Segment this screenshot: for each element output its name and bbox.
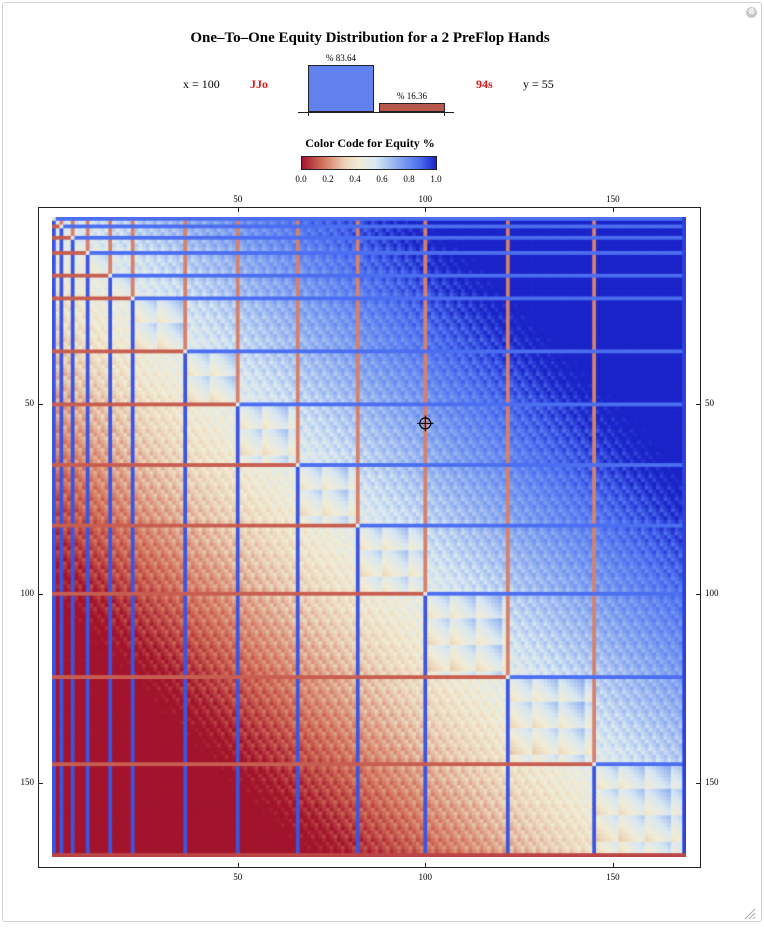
legend-title: Color Code for Equity % [305, 136, 435, 150]
equity-baseline [298, 112, 454, 113]
x-tick-mark [237, 863, 239, 868]
hand-x-label: JJo [250, 77, 268, 91]
y-tick-mark [38, 783, 43, 785]
y-tick-label-left: 50 [25, 398, 34, 409]
x-tick-mark [612, 863, 614, 868]
y-value-label: y = 55 [523, 77, 554, 91]
close-icon[interactable]: ⊗ [746, 7, 757, 18]
heatmap-frame [38, 207, 701, 868]
legend-tick: 0.6 [376, 174, 388, 184]
x-tick-mark [237, 207, 239, 212]
baseline-tick [308, 112, 309, 116]
chart-title: One–To–One Equity Distribution for a 2 P… [190, 30, 550, 46]
equity-heatmap[interactable] [52, 217, 686, 857]
x-value-label: x = 100 [183, 77, 220, 91]
baseline-tick [444, 112, 445, 116]
hand-y-label: 94s [476, 77, 493, 91]
y-tick-mark [696, 783, 701, 785]
x-tick-label-bottom: 50 [233, 872, 243, 882]
x-tick-mark [425, 207, 427, 212]
y-tick-mark [696, 593, 701, 595]
y-tick-label-right: 100 [705, 587, 719, 598]
x-tick-label-top: 150 [606, 194, 620, 204]
y-tick-label-right: 150 [705, 777, 719, 788]
equity-bar-label-2: % 16.36 [397, 91, 427, 101]
x-tick-mark [425, 863, 427, 868]
x-tick-mark [612, 207, 614, 212]
legend-tick: 0.8 [403, 174, 415, 184]
y-tick-label-left: 100 [20, 587, 35, 598]
color-scale-bar [301, 156, 437, 170]
y-tick-label-right: 50 [705, 398, 714, 409]
legend-tick: 1.0 [430, 174, 442, 184]
x-tick-label-bottom: 150 [606, 872, 620, 882]
y-tick-mark [38, 593, 43, 595]
y-tick-mark [696, 404, 701, 406]
equity-bar-label-1: % 83.64 [326, 53, 356, 63]
legend-tick: 0.0 [295, 174, 307, 184]
y-tick-mark [38, 404, 43, 406]
legend-tick: 0.4 [349, 174, 361, 184]
y-tick-label-left: 150 [20, 777, 35, 788]
resize-grip-icon[interactable] [742, 906, 756, 920]
legend-tick: 0.2 [322, 174, 334, 184]
x-tick-label-top: 100 [418, 194, 433, 204]
equity-bar-2 [379, 103, 445, 112]
x-tick-label-top: 50 [233, 194, 243, 204]
equity-bar-1 [308, 65, 374, 112]
x-tick-label-bottom: 100 [418, 872, 433, 882]
